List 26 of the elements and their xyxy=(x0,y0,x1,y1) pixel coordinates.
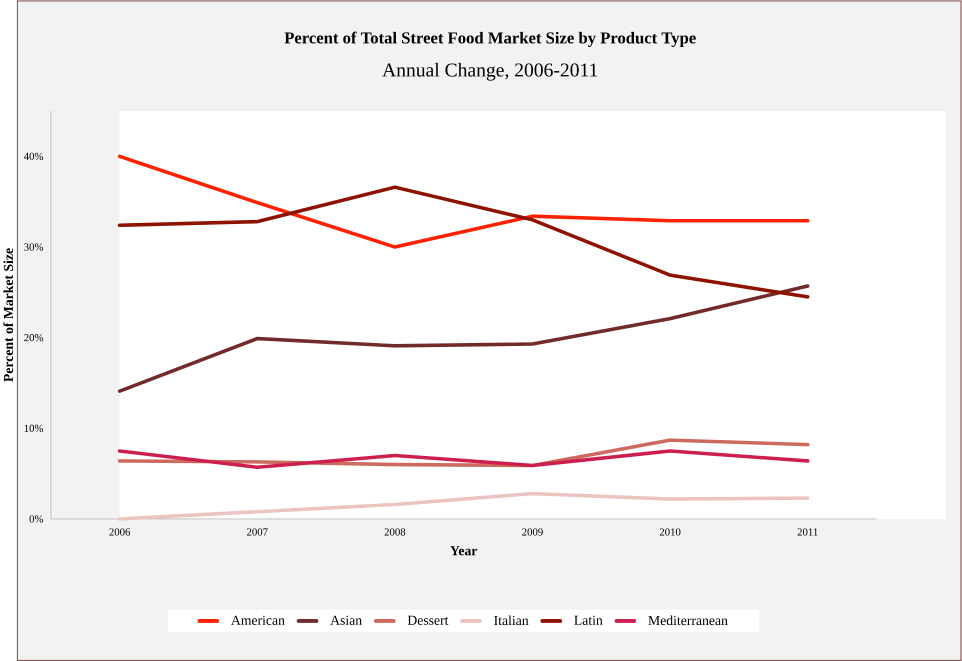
x-tick-label: 2009 xyxy=(522,528,543,536)
y-tick-label: 20% xyxy=(24,334,44,342)
x-tick-label: 2006 xyxy=(109,528,130,536)
legend-label: Latin xyxy=(574,615,603,625)
line-series xyxy=(118,185,810,298)
line-series xyxy=(118,448,810,469)
y-axis-title: Percent of Market Size xyxy=(3,248,14,382)
legend-label: Mediterranean xyxy=(648,615,728,625)
x-tick-label: 2010 xyxy=(660,528,680,536)
legend-label: Asian xyxy=(330,615,362,625)
line-series xyxy=(118,154,810,249)
chart-subtitle: Annual Change, 2006-2011 xyxy=(382,62,598,80)
y-tick-label: 40% xyxy=(24,152,44,160)
y-tick-label: 10% xyxy=(24,424,44,432)
legend-label: American xyxy=(231,615,285,625)
y-tick-label: 0% xyxy=(30,515,44,522)
x-tick-label: 2011 xyxy=(798,528,818,536)
y-tick-label: 30% xyxy=(24,243,44,250)
chart-title: Percent of Total Street Food Market Size by Product Type xyxy=(284,31,696,47)
x-tick-label: 2008 xyxy=(384,528,406,536)
line-series xyxy=(118,284,810,393)
legend-label: Italian xyxy=(494,615,528,625)
legend-label: Dessert xyxy=(408,616,448,625)
line-series xyxy=(118,492,810,520)
x-axis-title: Year xyxy=(450,546,478,556)
x-tick-label: 2007 xyxy=(246,528,268,536)
